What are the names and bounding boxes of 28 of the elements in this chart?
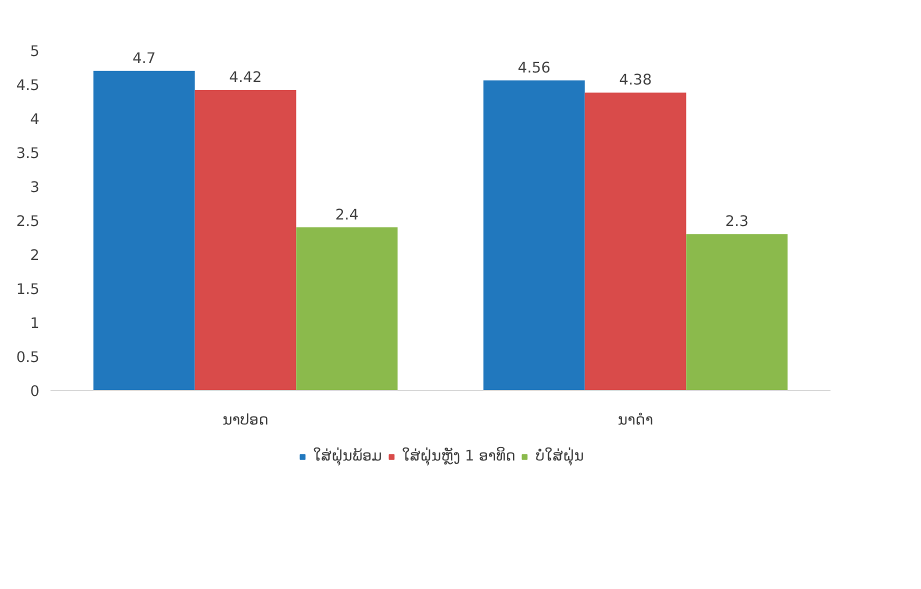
y-tick-label: 1.5 — [16, 281, 40, 298]
data-label: 4.7 — [132, 50, 156, 67]
bar — [584, 92, 686, 390]
data-label: 4.56 — [518, 59, 550, 76]
bar — [483, 80, 585, 390]
y-tick-label: 0.5 — [16, 349, 40, 366]
y-tick-label: 3 — [30, 179, 40, 196]
data-label: 4.38 — [619, 72, 652, 89]
y-tick-label: 2.5 — [16, 213, 40, 230]
legend-label: ໃສ່ຝຸ່ນພ້ອມ — [313, 448, 382, 464]
bar — [93, 70, 195, 390]
y-tick-label: 3.5 — [16, 145, 40, 162]
data-label: 4.42 — [229, 68, 262, 86]
data-label: 2.4 — [335, 206, 359, 224]
y-tick-label: 5 — [30, 43, 40, 60]
x-tick-label: ນາປອດ — [222, 412, 268, 428]
legend-label: ບໍ່ໃສ່ຝຸ່ນ — [535, 448, 584, 464]
y-tick-label: 0 — [30, 383, 40, 400]
data-label: 2.3 — [725, 213, 749, 230]
bar — [686, 234, 788, 390]
y-tick-label: 2 — [30, 247, 40, 264]
x-tick-label: ນາດຳ — [618, 412, 654, 428]
y-tick-label: 4.5 — [16, 77, 40, 94]
legend-label: ໃສ່ຝຸ່ນຫຼັງ 1 ອາທິດ — [402, 448, 516, 464]
bar — [194, 90, 296, 390]
y-tick-label: 1 — [30, 315, 40, 332]
y-tick-label: 4 — [30, 111, 40, 128]
bar — [296, 227, 398, 390]
